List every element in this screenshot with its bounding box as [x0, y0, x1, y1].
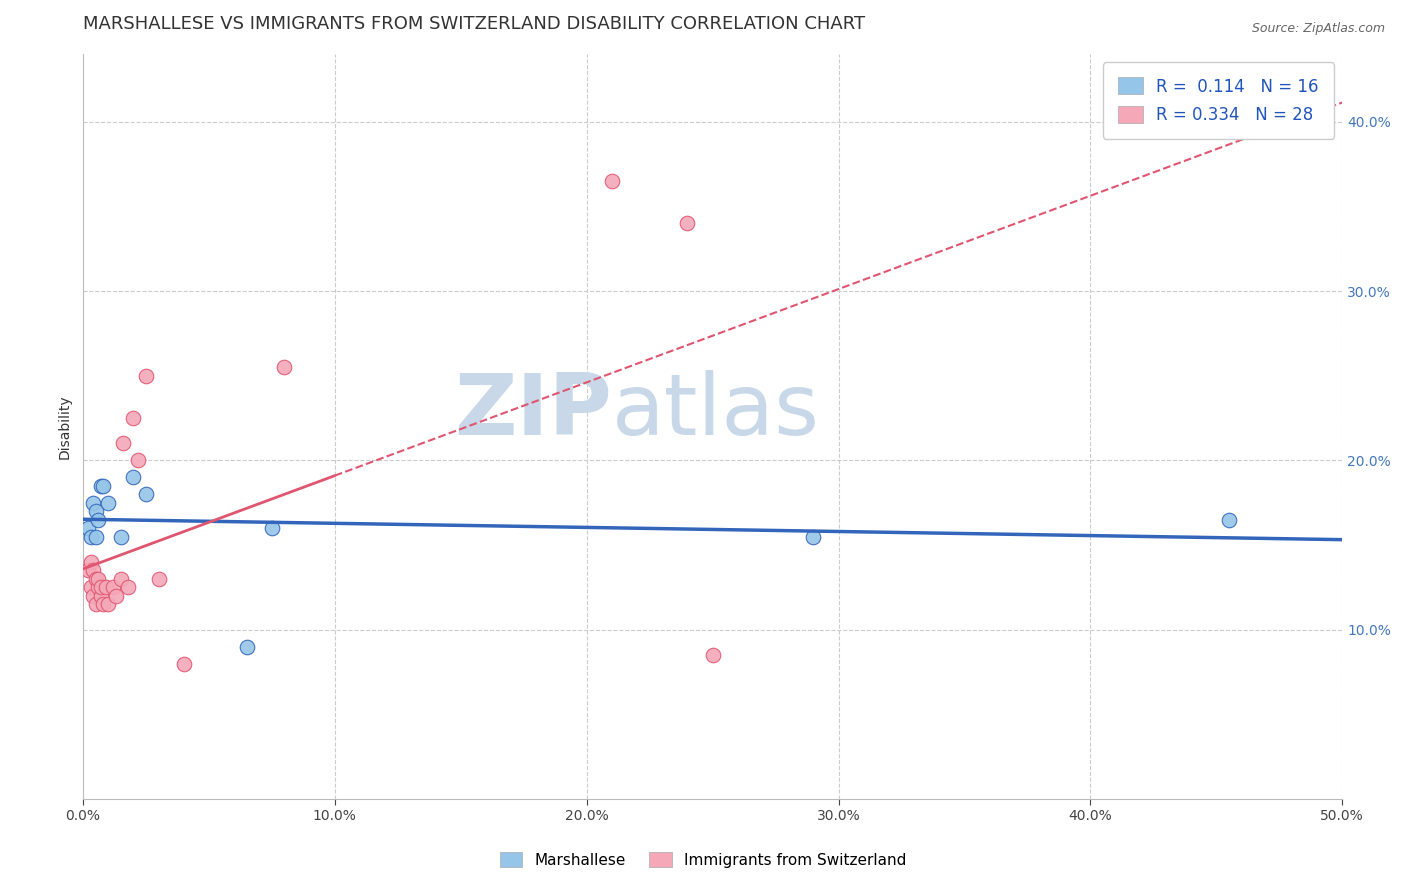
Point — [82, 589, 104, 603]
Point — [84, 530, 107, 544]
Point — [135, 368, 157, 383]
Point — [104, 589, 127, 603]
Point — [148, 572, 170, 586]
Point — [1218, 513, 1240, 527]
Point — [135, 487, 157, 501]
Point — [600, 174, 623, 188]
Point — [97, 496, 120, 510]
Point — [94, 581, 117, 595]
Point — [87, 572, 110, 586]
Point — [122, 411, 145, 425]
Text: MARSHALLESE VS IMMIGRANTS FROM SWITZERLAND DISABILITY CORRELATION CHART: MARSHALLESE VS IMMIGRANTS FROM SWITZERLA… — [83, 15, 865, 33]
Point — [91, 479, 114, 493]
Point — [79, 555, 101, 569]
Point — [173, 657, 195, 671]
Point — [84, 598, 107, 612]
Point — [87, 513, 110, 527]
Y-axis label: Disability: Disability — [58, 394, 72, 458]
Point — [90, 581, 112, 595]
Point — [77, 564, 100, 578]
Point — [235, 640, 257, 654]
Point — [110, 572, 132, 586]
Point — [117, 581, 139, 595]
Point — [91, 598, 114, 612]
Point — [273, 360, 295, 375]
Point — [260, 521, 283, 535]
Point — [77, 521, 100, 535]
Point — [676, 216, 699, 230]
Point — [79, 530, 101, 544]
Point — [110, 530, 132, 544]
Point — [97, 598, 120, 612]
Point — [702, 648, 724, 662]
Text: ZIP: ZIP — [454, 370, 612, 453]
Point — [801, 530, 824, 544]
Point — [84, 572, 107, 586]
Point — [122, 470, 145, 484]
Point — [103, 581, 125, 595]
Point — [127, 453, 149, 467]
Point — [79, 581, 101, 595]
Point — [82, 496, 104, 510]
Point — [90, 589, 112, 603]
Point — [84, 504, 107, 518]
Legend: Marshallese, Immigrants from Switzerland: Marshallese, Immigrants from Switzerland — [488, 839, 918, 880]
Point — [90, 479, 112, 493]
Point — [82, 564, 104, 578]
Point — [87, 581, 110, 595]
Legend: R =  0.114   N = 16, R = 0.334   N = 28: R = 0.114 N = 16, R = 0.334 N = 28 — [1104, 62, 1334, 138]
Text: Source: ZipAtlas.com: Source: ZipAtlas.com — [1251, 22, 1385, 36]
Point — [112, 436, 135, 450]
Text: atlas: atlas — [612, 370, 820, 453]
